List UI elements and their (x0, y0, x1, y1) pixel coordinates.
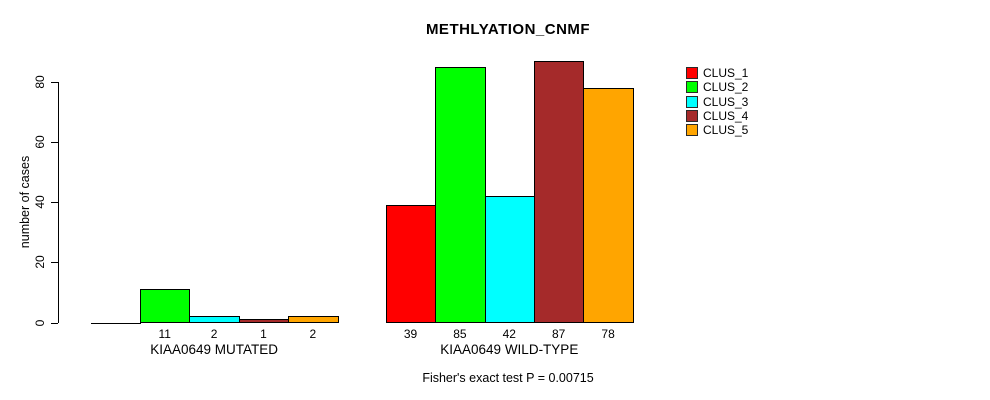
legend-item-clus_3: CLUS_3 (686, 94, 749, 109)
bar-value-label: 1 (260, 327, 267, 341)
bar-clus_2-group1 (140, 289, 191, 324)
chart-title: METHLYATION_CNMF (425, 21, 591, 38)
legend-label: CLUS_1 (703, 66, 749, 80)
y-axis-tick (50, 141, 58, 143)
y-tick-label: 20 (33, 255, 47, 269)
bar-value-label: 85 (453, 327, 467, 341)
legend-label: CLUS_3 (703, 94, 749, 109)
y-axis-line (57, 81, 59, 323)
legend-item-clus_4: CLUS_4 (686, 108, 749, 123)
fisher-test-annotation: Fisher's exact test P = 0.00715 (422, 371, 594, 385)
y-axis-tick (50, 81, 58, 83)
bar-value-label: 2 (210, 327, 218, 341)
bar-clus_3-group2 (484, 196, 535, 324)
y-axis-label: number of cases (18, 155, 32, 249)
legend-label: CLUS_5 (703, 123, 749, 138)
legend-swatch-clus_2 (686, 81, 698, 94)
bar-value-label: 2 (309, 327, 317, 341)
y-tick-label: 80 (33, 75, 47, 89)
bar-clus_4-group1 (238, 319, 290, 324)
legend-swatch-clus_1 (686, 67, 698, 79)
bar-clus_4-group2 (534, 60, 585, 324)
legend-swatch-clus_4 (686, 109, 698, 122)
legend-label: CLUS_2 (703, 80, 749, 95)
bar-value-label: 87 (552, 327, 566, 341)
bar-clus_5-group2 (583, 87, 634, 324)
x-category-label: KIAA0649 WILD-TYPE (440, 342, 579, 357)
legend-item-clus_5: CLUS_5 (686, 123, 749, 138)
bar-clus_1-group2 (385, 205, 437, 324)
bar-value-label: 11 (158, 327, 171, 341)
legend-label: CLUS_4 (703, 108, 749, 123)
bar-clus_5-group1 (288, 316, 339, 324)
x-category-label: KIAA0649 MUTATED (150, 342, 278, 357)
y-tick-label: 60 (33, 135, 47, 149)
bar-value-label: 39 (403, 327, 418, 341)
bar-clus_1-group1 (90, 322, 141, 324)
y-axis-tick (50, 202, 58, 204)
legend-item-clus_2: CLUS_2 (686, 80, 749, 95)
bar-clus_2-group2 (435, 66, 486, 324)
y-axis-tick (50, 322, 58, 324)
y-tick-label: 0 (33, 319, 47, 326)
legend-swatch-clus_3 (686, 95, 698, 108)
y-tick-label: 40 (33, 195, 47, 209)
bar-clus_3-group1 (189, 316, 240, 324)
legend-swatch-clus_5 (686, 124, 698, 137)
y-axis-tick (50, 262, 58, 264)
bar-value-label: 78 (601, 327, 615, 341)
legend-item-clus_1: CLUS_1 (686, 66, 749, 80)
bar-value-label: 42 (502, 327, 516, 341)
